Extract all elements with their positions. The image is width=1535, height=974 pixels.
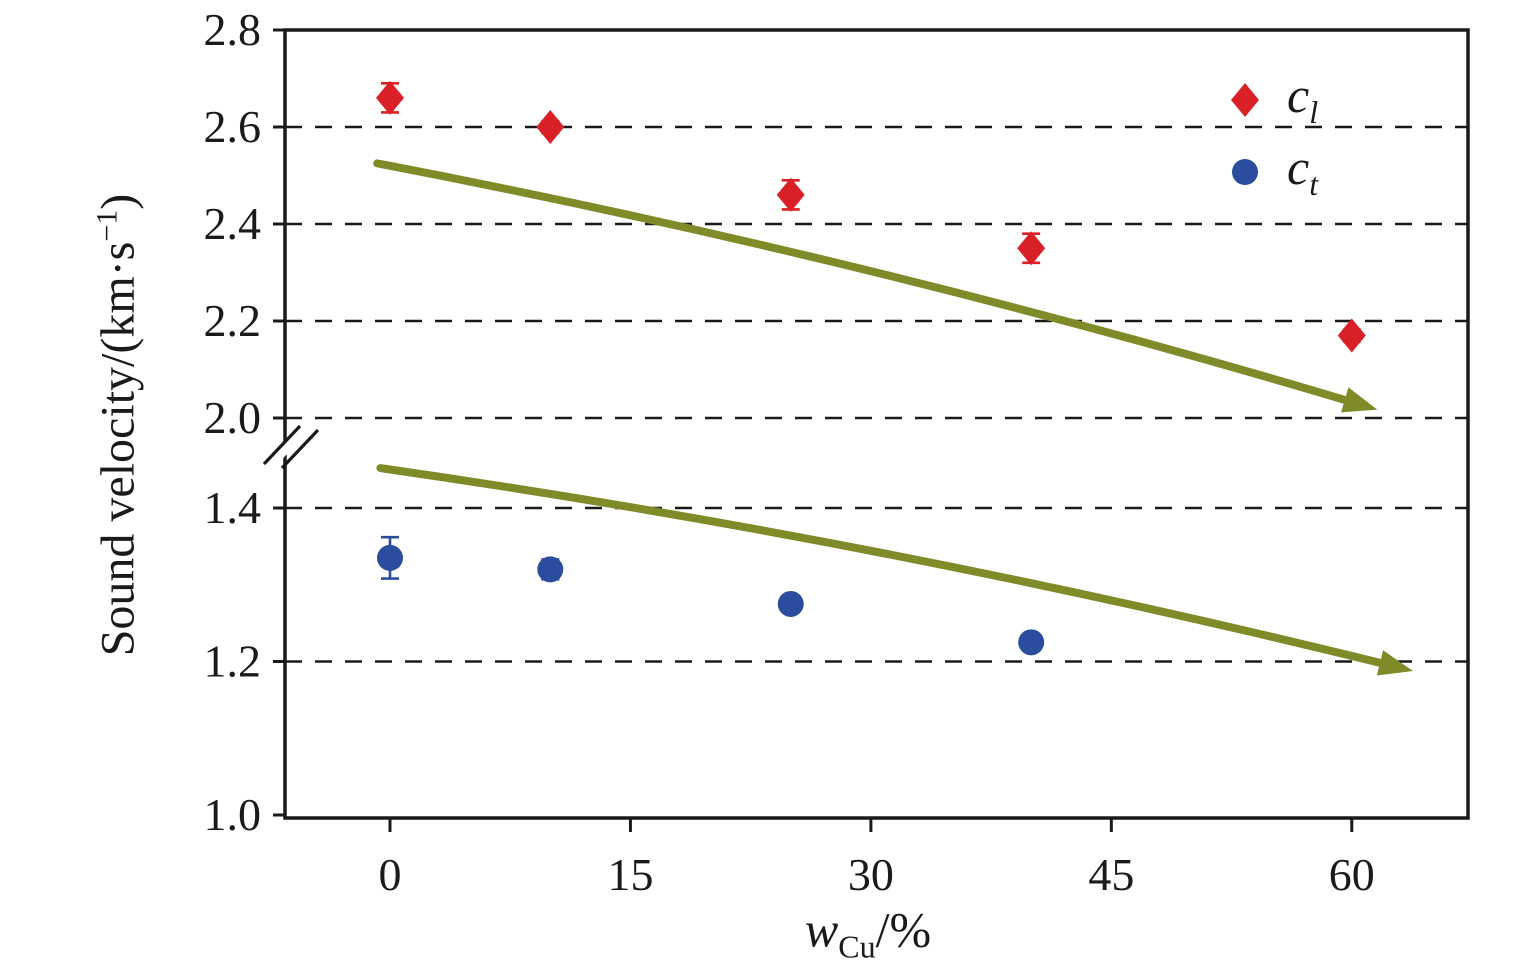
data-point-diamond bbox=[776, 177, 805, 212]
legend-cl-sub: l bbox=[1309, 94, 1319, 130]
legend-marker-diamond bbox=[1231, 83, 1259, 117]
y-tick-label: 2.2 bbox=[204, 295, 262, 346]
legend-marker-circle bbox=[1232, 159, 1258, 185]
data-point-circle bbox=[376, 544, 403, 571]
y-tick-label: 2.4 bbox=[204, 198, 262, 249]
x-axis-variable: w bbox=[804, 901, 839, 958]
x-tick-label: 45 bbox=[1088, 849, 1134, 900]
y-axis-title: Sound velocity/(km·s−1) bbox=[91, 194, 146, 657]
legend-ct-main: c bbox=[1287, 139, 1310, 195]
y-axis-title-close: ) bbox=[91, 193, 145, 210]
data-point-diamond bbox=[1017, 231, 1046, 266]
trend-arrow bbox=[373, 159, 1353, 406]
axis-break-mark bbox=[262, 424, 302, 466]
x-tick-label: 30 bbox=[848, 849, 894, 900]
x-tick-label: 60 bbox=[1329, 849, 1375, 900]
y-tick-label: 2.0 bbox=[204, 392, 262, 443]
y-tick-label: 1.0 bbox=[204, 789, 262, 840]
data-point-circle bbox=[537, 556, 564, 583]
x-axis-title: wCu/% bbox=[805, 901, 931, 966]
data-point-diamond bbox=[375, 80, 404, 115]
trend-arrowhead bbox=[1376, 650, 1413, 676]
plot-frame bbox=[283, 28, 1470, 820]
x-tick-label: 15 bbox=[607, 849, 653, 900]
trend-arrowhead bbox=[1341, 387, 1378, 413]
legend-label-ct: ct bbox=[1287, 138, 1318, 203]
y-tick-label: 2.8 bbox=[204, 4, 262, 55]
legend-cl-main: c bbox=[1287, 67, 1310, 123]
y-tick-label: 1.4 bbox=[204, 482, 262, 533]
x-axis-suffix: /% bbox=[875, 901, 932, 958]
axis-break-gap bbox=[268, 422, 310, 466]
data-point-diamond bbox=[1337, 318, 1366, 353]
y-axis-title-superscript: −1 bbox=[90, 209, 124, 242]
data-point-circle bbox=[1018, 629, 1045, 656]
y-tick-label: 1.2 bbox=[204, 636, 262, 687]
x-axis-subscript: Cu bbox=[838, 928, 876, 965]
data-point-diamond bbox=[536, 110, 565, 144]
y-tick-label: 2.6 bbox=[204, 101, 262, 152]
axis-break-mark bbox=[280, 428, 320, 470]
x-tick-label: 0 bbox=[378, 849, 401, 900]
legend-label-cl: cl bbox=[1287, 66, 1318, 131]
trend-arrow bbox=[376, 464, 1388, 668]
legend-ct-sub: t bbox=[1309, 166, 1319, 202]
data-point-circle bbox=[777, 590, 804, 617]
y-axis-title-text: Sound velocity/(km·s bbox=[91, 241, 145, 657]
